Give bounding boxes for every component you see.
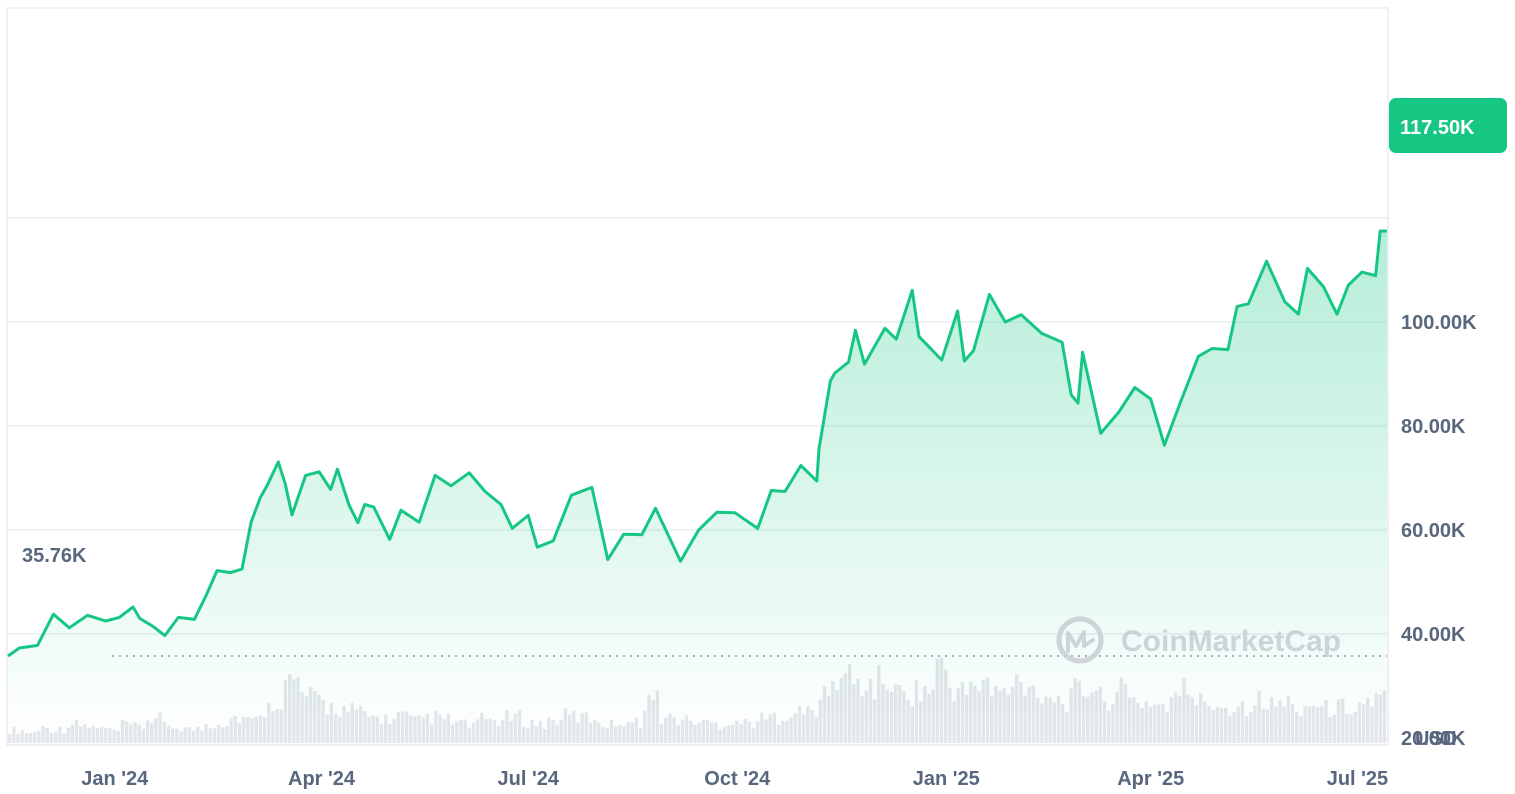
coinmarketcap-watermark: CoinMarketCap [1056, 616, 1341, 664]
price-line-series [7, 229, 1387, 658]
y-tick-label: 20.00K [1401, 728, 1466, 750]
currency-label: USD [1415, 728, 1457, 750]
y-tick-label: 40.00K [1401, 624, 1466, 646]
watermark-text: CoinMarketCap [1121, 625, 1341, 658]
current-price-badge-bg [1389, 98, 1507, 153]
x-axis-ticks: Jan '24 Apr '24 Jul '24 Oct '24 Jan '25 Apr '… [81, 768, 1388, 790]
x-tick-label: Apr '25 [1117, 768, 1184, 789]
x-tick-label: Oct '24 [704, 768, 771, 789]
x-tick-label: Jul '25 [1327, 768, 1388, 789]
coinmarketcap-logo-icon [1056, 616, 1104, 664]
current-price-label: 117.50K [1400, 117, 1475, 139]
x-tick-label: Apr '24 [288, 768, 356, 789]
start-price-label: 35.76K [22, 545, 87, 567]
current-price-badge: 117.50K [1389, 98, 1507, 153]
x-tick-label: Jan '24 [81, 768, 149, 789]
y-tick-label: 100.00K [1401, 312, 1477, 334]
y-tick-label: 80.00K [1401, 416, 1466, 438]
price-area-fill [8, 231, 1387, 740]
y-axis-ticks: 20.00K 40.00K 60.00K 80.00K 100.00K [1401, 312, 1477, 750]
x-tick-label: Jan '25 [913, 768, 980, 789]
x-tick-label: Jul '24 [498, 768, 560, 789]
y-tick-label: 60.00K [1401, 520, 1466, 542]
